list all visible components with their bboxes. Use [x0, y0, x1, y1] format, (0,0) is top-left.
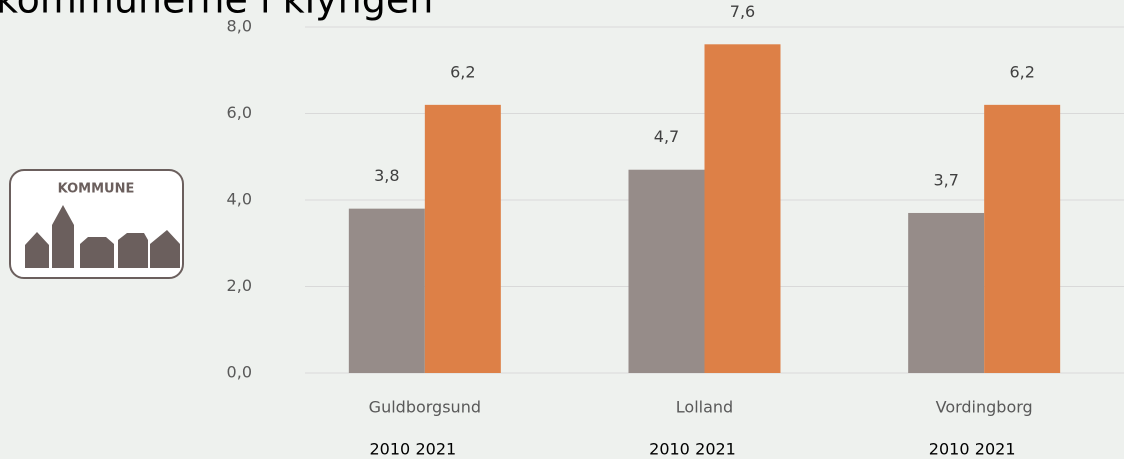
value-label: 6,2 [1009, 62, 1034, 81]
legend-label: 2021 [695, 440, 736, 459]
legend-label: 2021 [415, 440, 456, 459]
bar [984, 104, 1061, 373]
value-label: 3,7 [933, 170, 958, 189]
logo-text: KOMMUNE [58, 182, 135, 197]
legend-label: 2010 [929, 440, 970, 459]
logo: KOMMUNE [9, 169, 184, 279]
bar [348, 208, 425, 373]
y-tick-label: 2,0 [227, 276, 252, 295]
x-tick-label: Guldborgsund [369, 398, 481, 417]
bar [704, 44, 781, 374]
value-label: 7,6 [730, 2, 755, 21]
y-tick-label: 0,0 [227, 363, 252, 382]
value-label: 3,8 [374, 166, 399, 185]
legend-label: 2021 [975, 440, 1016, 459]
y-tick-label: 6,0 [227, 103, 252, 122]
logo-houses [25, 205, 180, 268]
x-tick-label: Lolland [676, 398, 733, 417]
value-label: 6,2 [450, 62, 475, 81]
y-tick-label: 8,0 [227, 17, 252, 36]
bar [628, 169, 705, 373]
chart-title: kommunerne i klyngen [0, 0, 433, 22]
y-tick-label: 4,0 [227, 190, 252, 209]
legend-label: 2010 [369, 440, 410, 459]
bar [424, 104, 501, 373]
x-tick-label: Vordingborg [936, 398, 1033, 417]
bar [908, 212, 985, 373]
value-label: 4,7 [654, 127, 679, 146]
legend-label: 2010 [649, 440, 690, 459]
